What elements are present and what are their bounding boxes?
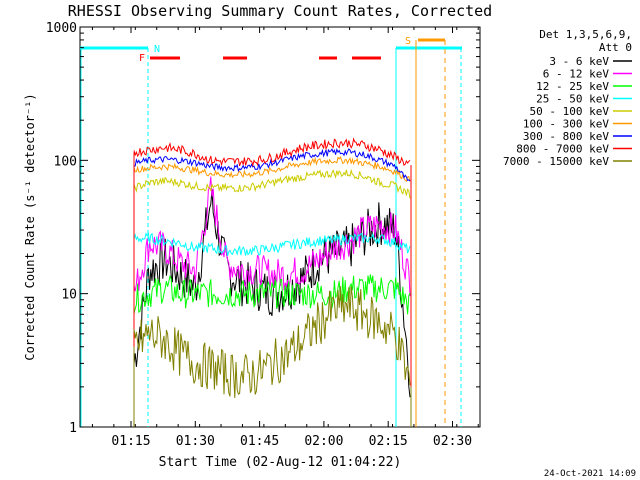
- legend-label-6: 300 - 800 keV: [523, 130, 609, 143]
- series-line-6: [133, 147, 411, 182]
- legend-label-8: 7000 - 15000 keV: [503, 155, 609, 168]
- x-axis-label: Start Time (02-Aug-12 01:04:22): [159, 455, 402, 470]
- static-overlay: NF S: [80, 36, 462, 427]
- x-tick-label: 02:30: [433, 434, 472, 449]
- x-tick-label: 01:45: [240, 434, 279, 449]
- legend-label-4: 50 - 100 keV: [530, 105, 610, 118]
- chart-title: RHESSI Observing Summary Count Rates, Co…: [68, 2, 492, 20]
- annotation-s: S: [405, 36, 411, 47]
- legend-title-line2: Att 0: [599, 41, 632, 54]
- x-tick-label: 02:15: [369, 434, 408, 449]
- y-tick-label: 10: [61, 288, 77, 303]
- plot-frame: [79, 26, 481, 428]
- x-tick-label: 01:30: [176, 434, 215, 449]
- legend-label-2: 12 - 25 keV: [536, 80, 609, 93]
- series-line-8: [133, 286, 411, 399]
- series-line-0: [133, 189, 411, 398]
- x-tick-label: 02:00: [304, 434, 343, 449]
- legend-label-5: 100 - 300 keV: [523, 118, 609, 131]
- legend-label-1: 6 - 12 keV: [543, 68, 610, 81]
- axes: 01:15 01:30 01:45 02:00 02:15 02:30 1 10 100 1000: [46, 21, 480, 449]
- timestamp: 24-Oct-2021 14:09: [544, 469, 636, 479]
- series-line-3: [133, 232, 411, 257]
- annotation-n: N: [154, 44, 160, 55]
- legend-label-7: 800 - 7000 keV: [516, 143, 609, 156]
- legend-label-3: 25 - 50 keV: [536, 93, 609, 106]
- x-tick-label: 01:15: [111, 434, 150, 449]
- legend-label-0: 3 - 6 keV: [549, 55, 609, 68]
- series-line-2: [133, 274, 411, 315]
- series-line-4: [133, 168, 411, 199]
- y-tick-label: 1: [69, 421, 77, 436]
- series-line-1: [133, 176, 411, 297]
- annotation-f: F: [139, 53, 145, 64]
- y-tick-label: 1000: [46, 21, 77, 36]
- series-line-5: [133, 156, 411, 183]
- y-axis-label: Corrected Count Rate (s⁻¹ detector⁻¹): [23, 93, 37, 360]
- legend-title-line1: Det 1,3,5,6,9,: [539, 28, 632, 41]
- series-line-7: [133, 137, 411, 168]
- y-tick-label: 100: [54, 154, 77, 169]
- series-group: [133, 137, 412, 427]
